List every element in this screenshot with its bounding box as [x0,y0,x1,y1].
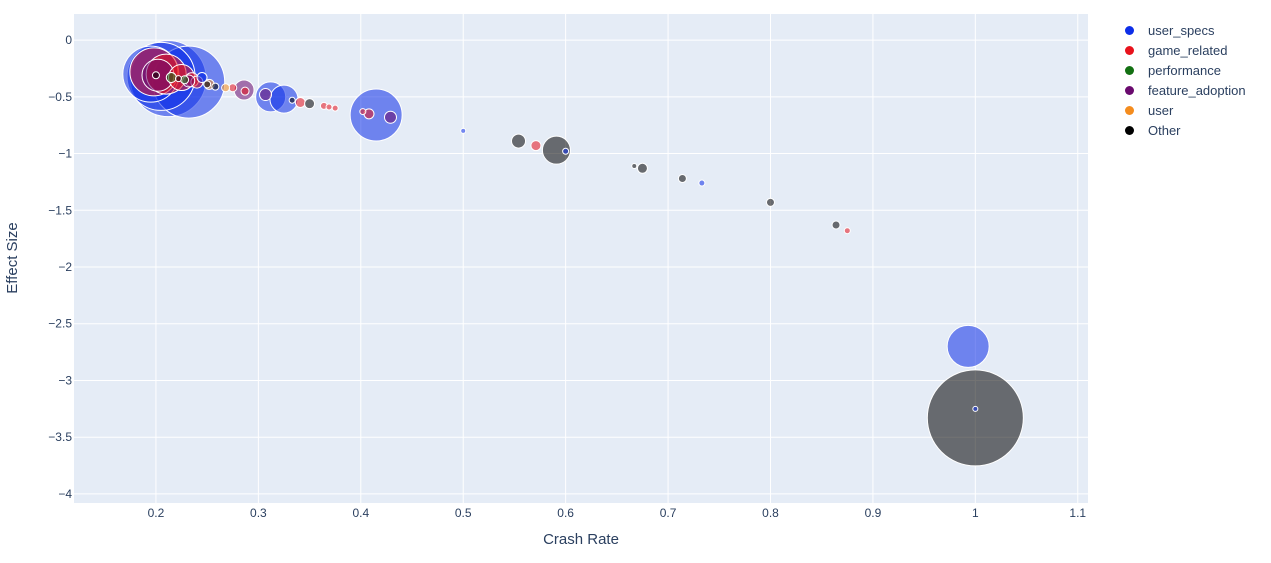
x-tick-label: 0.3 [250,506,267,520]
marker-Other[interactable] [765,197,775,207]
legend-label: Other [1148,122,1181,138]
marker-Other[interactable] [174,75,182,83]
x-tick-label: 0.5 [455,506,472,520]
x-tick-label: 0.9 [865,506,882,520]
legend-item-game-related[interactable]: game_related [1118,40,1246,60]
legend-swatch [1125,25,1134,35]
y-tick-label: −3.5 [48,430,72,444]
marker-user-specs[interactable] [460,127,467,134]
y-tick-label: −4 [58,487,72,501]
marker-feature-adoption[interactable] [259,88,273,102]
y-tick-label: −3 [58,373,72,387]
marker-Other[interactable] [631,163,638,170]
y-tick-label: 0 [65,33,72,47]
marker-Other[interactable] [541,135,571,165]
marker-Other[interactable] [926,369,1024,467]
legend-label: feature_adoption [1148,82,1246,98]
marker-performance[interactable] [165,72,177,84]
marker-feature-adoption[interactable] [383,110,397,124]
legend-swatch [1125,125,1134,135]
marker-user-specs[interactable] [972,405,979,412]
y-tick-label: −0.5 [48,90,72,104]
marker-Other[interactable] [677,174,687,184]
legend-label: user [1148,102,1174,118]
marker-Other[interactable] [151,71,160,80]
marker-game-related[interactable] [325,103,333,111]
legend-swatch [1125,45,1134,55]
marker-user-specs[interactable] [562,147,570,155]
marker-user-specs[interactable] [196,72,208,84]
y-tick-label: −1 [58,147,72,161]
legend-swatch [1125,85,1134,95]
legend-label: user_specs [1148,22,1215,38]
marker-Other[interactable] [288,96,296,104]
marker-user-specs[interactable] [349,88,403,142]
legend: user_specs game_related performance feature… [1118,20,1246,140]
marker-Other[interactable] [831,220,841,230]
legend-item-user[interactable]: user [1118,100,1246,120]
marker-user[interactable] [221,83,231,93]
legend-swatch [1125,105,1134,115]
marker-game-related[interactable] [331,104,339,112]
marker-Other[interactable] [203,80,212,89]
legend-label: game_related [1148,42,1228,58]
legend-label: performance [1148,62,1221,78]
x-tick-label: 1 [972,506,979,520]
marker-Other[interactable] [211,82,220,91]
y-axis-ticks: 0 −0.5 −1 −1.5 −2 −2.5 −3 −3.5 −4 [48,33,72,501]
marker-game-related[interactable] [359,108,367,116]
x-tick-label: 0.8 [762,506,779,520]
marker-user-specs[interactable] [698,179,706,187]
marker-game-related[interactable] [530,140,542,152]
legend-item-performance[interactable]: performance [1118,60,1246,80]
x-tick-label: 1.1 [1069,506,1086,520]
y-tick-label: −2.5 [48,317,72,331]
legend-swatch [1125,65,1134,75]
marker-game-related[interactable] [294,96,306,108]
x-tick-label: 0.7 [660,506,677,520]
legend-item-feature-adoption[interactable]: feature_adoption [1118,80,1246,100]
marker-user-specs[interactable] [946,324,990,368]
marker-Other[interactable] [636,162,648,174]
x-tick-label: 0.6 [557,506,574,520]
x-axis-title: Crash Rate [543,531,619,548]
marker-performance[interactable] [180,75,190,85]
y-tick-label: −2 [58,260,72,274]
marker-game-related[interactable] [843,227,851,235]
legend-item-user-specs[interactable]: user_specs [1118,20,1246,40]
y-axis-title: Effect Size [4,222,21,293]
x-tick-label: 0.2 [148,506,165,520]
x-axis-ticks: 0.2 0.3 0.4 0.5 0.6 0.7 0.8 0.9 1 1.1 [148,506,1087,520]
marker-Other[interactable] [511,133,527,149]
legend-item-Other[interactable]: Other [1118,120,1246,140]
data-markers [122,40,1024,467]
marker-Other[interactable] [304,98,316,110]
marker-game-related[interactable] [240,86,250,96]
x-tick-label: 0.4 [352,506,369,520]
y-tick-label: −1.5 [48,203,72,217]
